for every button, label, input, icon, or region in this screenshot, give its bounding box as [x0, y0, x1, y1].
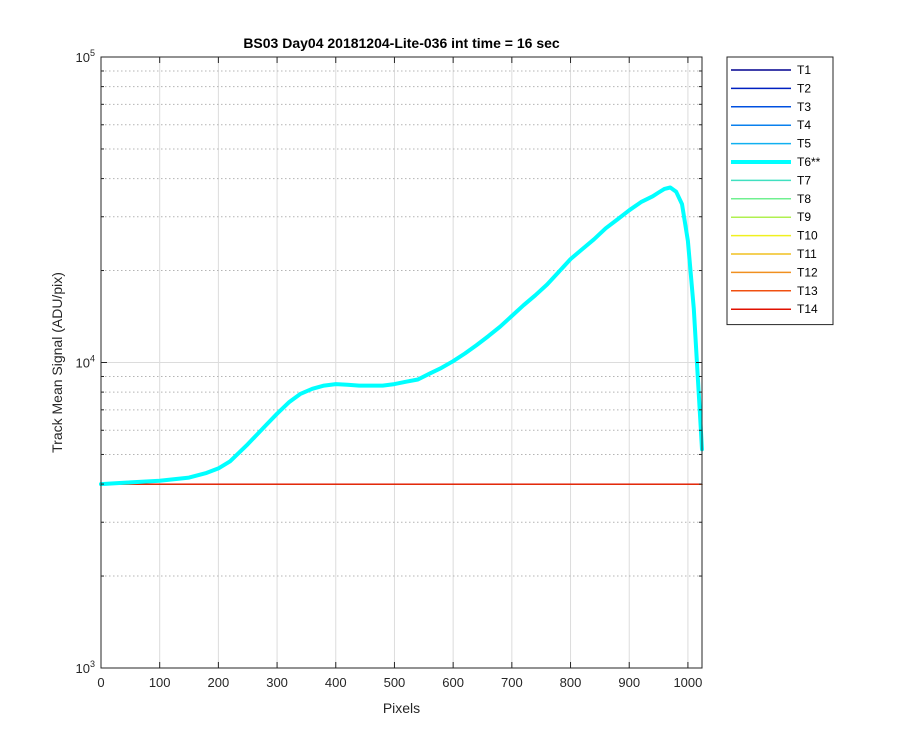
legend-label-t1: T1: [797, 63, 811, 77]
x-tick-label: 600: [442, 675, 464, 690]
legend-label-t14: T14: [797, 302, 818, 316]
series-line-t6: [99, 185, 704, 487]
legend-box: [726, 56, 834, 326]
legend-label-t8: T8: [797, 192, 811, 206]
legend-label-t5: T5: [797, 137, 811, 151]
y-tick-label: 103: [76, 659, 95, 676]
x-tick-label: 200: [208, 675, 230, 690]
x-tick-label: 1000: [673, 675, 702, 690]
legend-label-t6: T6**: [797, 155, 821, 169]
series-lines: [99, 185, 704, 487]
x-tick-label: 400: [325, 675, 347, 690]
x-tick-label: 100: [149, 675, 171, 690]
x-tick-label: 700: [501, 675, 523, 690]
y-tick-label: 104: [76, 354, 95, 371]
y-axis-label: Track Mean Signal (ADU/pix): [49, 272, 65, 453]
x-axis-label: Pixels: [383, 700, 420, 716]
legend-label-t11: T11: [797, 247, 817, 261]
legend-label-t10: T10: [797, 229, 818, 243]
legend-items: T1 T2 T3 T4 T5 T6** T7 T8 T9 T10 T11 T12 T13 T14: [731, 63, 821, 316]
legend-label-t3: T3: [797, 100, 811, 114]
x-tick-label: 0: [97, 675, 104, 690]
y-tick-label: 105: [76, 48, 95, 65]
legend-label-t4: T4: [797, 118, 811, 132]
x-tick-label: 900: [618, 675, 640, 690]
legend: T1 T2 T3 T4 T5 T6** T7 T8 T9 T10 T11 T12 T13 T14: [726, 56, 834, 326]
ticks: 0 100 200 300 400 500 600 700 800 900 1000 103 104 10…: [76, 48, 703, 690]
legend-label-t12: T12: [797, 265, 818, 279]
legend-label-t2: T2: [797, 81, 811, 95]
x-tick-label: 800: [560, 675, 582, 690]
grid: [100, 56, 702, 669]
legend-label-t13: T13: [797, 284, 818, 298]
legend-label-t7: T7: [797, 173, 811, 187]
chart-title: BS03 Day04 20181204-Lite-036 int time = …: [243, 35, 560, 51]
x-tick-label: 300: [266, 675, 288, 690]
x-tick-label: 500: [384, 675, 406, 690]
legend-label-t9: T9: [797, 210, 811, 224]
